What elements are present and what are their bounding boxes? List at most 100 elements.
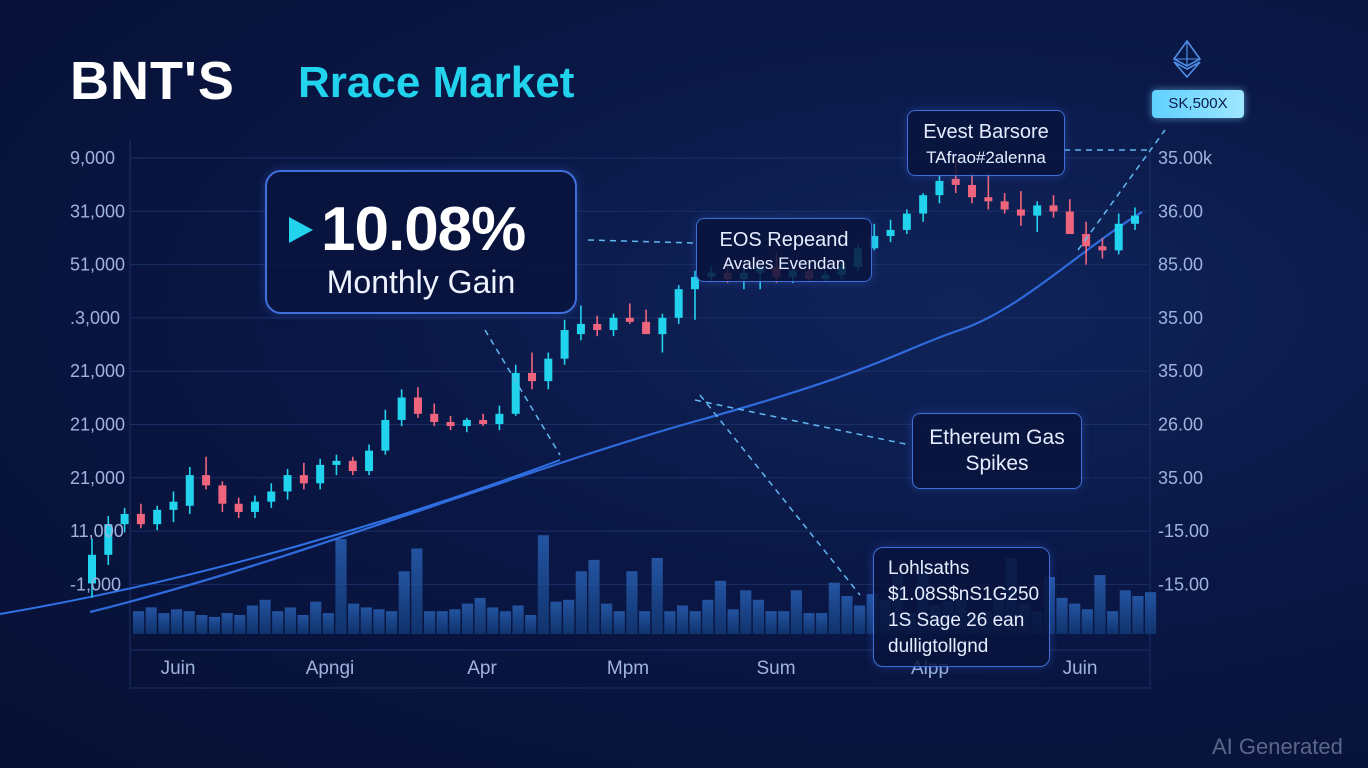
volume-bar xyxy=(373,609,385,634)
volume-bar xyxy=(854,605,866,634)
candle-up xyxy=(544,352,553,390)
volume-bar xyxy=(499,611,511,634)
volume-bar xyxy=(1119,590,1131,634)
candle-up xyxy=(185,466,194,514)
candle-up xyxy=(674,285,683,324)
volume-bar xyxy=(1081,609,1093,634)
volume-bar xyxy=(398,571,410,634)
candle-body xyxy=(560,330,569,359)
candle-up xyxy=(153,505,162,531)
volume-bar xyxy=(613,611,625,634)
lohl-callout: Lohlsaths $1.08S$nS1G250 1S Sage 26 ean … xyxy=(873,547,1050,667)
candle-body xyxy=(234,503,243,512)
volume-bar xyxy=(601,603,613,634)
x-axis-tick-label: Apngi xyxy=(306,658,355,679)
left-axis-tick-label: 9,000 xyxy=(70,148,115,168)
candle-body xyxy=(642,321,651,335)
volume-bar xyxy=(423,611,436,634)
volume-bar xyxy=(322,613,334,634)
candle-body xyxy=(446,422,455,427)
candle-down xyxy=(528,352,537,390)
candle-down xyxy=(446,415,455,431)
volume-bar xyxy=(1132,596,1144,634)
candle-body xyxy=(674,289,683,318)
eos-callout: EOS Repeand Avales Evendan xyxy=(696,218,872,282)
candle-body xyxy=(968,184,977,198)
connector-eos xyxy=(587,239,695,244)
candle-body xyxy=(479,419,488,425)
volume-bar xyxy=(310,601,322,634)
candle-up xyxy=(1114,213,1123,255)
trend-line-main xyxy=(89,211,1143,614)
volume-bar xyxy=(335,539,347,634)
volume-bar xyxy=(639,611,651,634)
candle-body xyxy=(397,397,406,420)
candle-up xyxy=(397,389,406,427)
volume-bar xyxy=(740,590,752,634)
candle-down xyxy=(299,462,308,490)
candle-body xyxy=(413,397,422,414)
right-axis-tick-label: 85.00 xyxy=(1158,255,1203,275)
candle-up xyxy=(902,209,911,234)
candle-body xyxy=(1033,205,1042,216)
candle-down xyxy=(1065,199,1074,234)
candle-body xyxy=(658,317,667,335)
candle-up xyxy=(250,495,259,519)
lohl-callout-line-2: $1.08S$nS1G250 xyxy=(888,584,1040,605)
candle-body xyxy=(332,460,341,465)
candle-up xyxy=(511,364,520,416)
candle-body xyxy=(528,372,537,382)
candle-up xyxy=(365,444,374,476)
candle-body xyxy=(1016,209,1025,216)
volume-bar xyxy=(1056,597,1068,634)
volume-bar xyxy=(841,596,853,634)
volume-bar xyxy=(158,613,170,634)
candle-body xyxy=(218,485,227,504)
x-axis-tick-label: Sum xyxy=(756,658,795,679)
volume-bar xyxy=(563,599,575,634)
left-axis-tick-label: 21,000 xyxy=(70,361,125,381)
x-axis-tick-label: Juin xyxy=(161,658,196,679)
volume-bar xyxy=(272,611,284,634)
candle-body xyxy=(88,554,96,584)
ethereum-diamond-icon xyxy=(1172,40,1202,78)
candle-body xyxy=(902,213,911,230)
volume-bar xyxy=(626,571,638,634)
lohl-callout-title: Lohlsaths xyxy=(888,558,970,579)
candle-body xyxy=(951,178,960,185)
candle-up xyxy=(462,417,471,433)
candle-body xyxy=(886,229,895,237)
volume-bar xyxy=(816,613,828,634)
volume-bar xyxy=(1094,575,1106,634)
right-axis-tick-label: 35.00 xyxy=(1158,361,1203,381)
candle-body xyxy=(462,419,471,427)
candle-body xyxy=(625,317,634,322)
watermark: AI Generated xyxy=(1212,734,1343,759)
candle-body xyxy=(495,413,504,425)
candle-down xyxy=(1000,193,1009,214)
candle-body xyxy=(202,475,211,486)
candle-body xyxy=(935,180,944,196)
candle-body xyxy=(250,501,259,512)
candle-body xyxy=(299,475,308,484)
volume-bar xyxy=(664,611,676,634)
volume-bar xyxy=(297,615,309,634)
evest-callout-title: Evest Barsore xyxy=(923,121,1049,143)
candle-body xyxy=(544,358,553,382)
play-icon xyxy=(289,216,313,243)
trend-lines xyxy=(0,211,1143,615)
volume-bar xyxy=(461,603,474,634)
volume-bar xyxy=(348,603,360,634)
candle-body xyxy=(104,524,113,555)
candle-body xyxy=(870,236,879,249)
candle-up xyxy=(658,313,667,353)
candle-up xyxy=(332,454,341,476)
evest-callout: Evest Barsore TAfrao#2alenna xyxy=(907,110,1065,176)
candle-down xyxy=(136,503,145,529)
candle-down xyxy=(642,309,651,335)
candle-body xyxy=(185,475,194,506)
candle-up xyxy=(267,483,276,508)
volume-bar xyxy=(360,607,372,634)
monthly-gain-value: 10.08% xyxy=(321,195,526,264)
candles xyxy=(88,160,1139,598)
